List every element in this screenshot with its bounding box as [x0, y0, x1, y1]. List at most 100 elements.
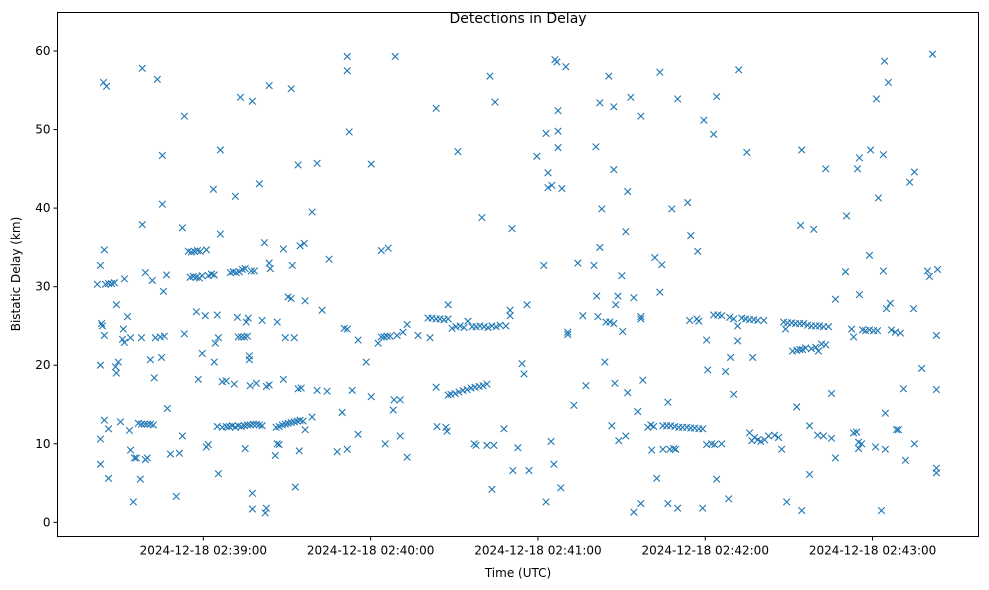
data-point — [258, 422, 266, 430]
data-point — [671, 445, 680, 453]
data-point — [299, 417, 307, 425]
data-point — [291, 483, 300, 491]
data-point — [805, 470, 814, 479]
data-point — [367, 160, 375, 168]
data-point — [242, 318, 250, 326]
data-point — [615, 436, 623, 445]
data-point — [323, 387, 331, 395]
data-point — [248, 97, 257, 105]
data-point — [712, 475, 721, 483]
data-point — [390, 396, 398, 404]
y-tick-label: 30 — [35, 280, 50, 294]
data-point — [209, 185, 218, 193]
data-point — [120, 275, 129, 283]
data-point — [123, 312, 132, 321]
data-point — [246, 381, 254, 390]
data-point — [873, 326, 882, 335]
data-point — [866, 146, 875, 154]
data-point — [544, 184, 552, 192]
data-point — [211, 339, 220, 347]
data-point — [637, 499, 645, 508]
data-point — [492, 323, 500, 331]
data-point — [637, 112, 645, 120]
data-point — [822, 341, 830, 349]
data-point — [729, 390, 738, 398]
data-point — [243, 421, 252, 429]
data-point — [514, 444, 522, 452]
data-point — [726, 313, 734, 322]
data-point — [464, 317, 472, 325]
data-point — [598, 205, 606, 213]
data-point — [96, 361, 105, 369]
data-point — [99, 78, 108, 87]
data-point — [925, 272, 934, 281]
data-point — [252, 379, 260, 387]
data-point — [472, 441, 480, 450]
data-point — [639, 376, 647, 384]
data-point — [622, 227, 630, 236]
data-point — [630, 508, 638, 516]
data-point — [721, 367, 730, 376]
data-point — [201, 312, 209, 320]
data-point — [855, 290, 864, 299]
data-point — [275, 440, 283, 449]
data-point — [592, 143, 600, 151]
data-point — [245, 352, 254, 360]
data-point — [129, 498, 138, 506]
data-point — [281, 334, 289, 342]
data-point — [770, 431, 779, 439]
data-point — [96, 460, 105, 468]
data-point — [658, 260, 666, 269]
data-point — [659, 445, 667, 453]
data-point — [729, 315, 738, 323]
data-point — [377, 333, 385, 341]
data-point — [442, 423, 450, 431]
data-point — [853, 165, 862, 173]
data-point — [348, 386, 356, 395]
data-point — [630, 293, 638, 302]
x-tick-label: 2024-12-18 02:40:00 — [307, 544, 434, 558]
data-point — [451, 389, 459, 398]
data-point — [231, 192, 240, 201]
data-point — [842, 212, 851, 220]
data-point — [193, 246, 202, 255]
data-point — [104, 279, 113, 288]
data-point — [593, 292, 601, 300]
data-point — [126, 334, 135, 342]
data-point — [381, 440, 389, 448]
data-point — [141, 268, 150, 277]
data-point — [634, 407, 642, 416]
data-point — [125, 426, 134, 435]
data-point — [343, 52, 351, 61]
data-point — [273, 440, 281, 448]
y-tick-label: 60 — [35, 44, 50, 58]
data-point — [237, 333, 245, 341]
data-point — [143, 454, 151, 462]
data-point — [651, 253, 659, 262]
data-point — [570, 401, 578, 409]
data-point — [137, 334, 146, 342]
data-point — [241, 444, 249, 453]
x-tick-label: 2024-12-18 02:43:00 — [809, 544, 936, 558]
data-point — [700, 116, 708, 124]
data-point — [594, 312, 602, 321]
data-point — [533, 152, 541, 160]
data-point — [542, 129, 550, 138]
x-tick-label: 2024-12-18 02:42:00 — [642, 544, 769, 558]
data-point — [293, 417, 301, 425]
data-point — [872, 95, 881, 103]
data-point — [301, 297, 309, 305]
data-point — [610, 165, 618, 174]
data-point — [831, 295, 840, 303]
data-point — [403, 453, 411, 461]
data-point — [210, 271, 218, 279]
data-point — [813, 431, 822, 439]
chart-title: Detections in Delay — [449, 11, 586, 27]
data-point — [362, 358, 370, 366]
data-point — [126, 446, 135, 454]
data-point — [308, 208, 316, 216]
data-point — [610, 319, 618, 328]
data-point — [702, 336, 711, 344]
data-point — [463, 385, 471, 394]
data-point — [247, 267, 255, 275]
